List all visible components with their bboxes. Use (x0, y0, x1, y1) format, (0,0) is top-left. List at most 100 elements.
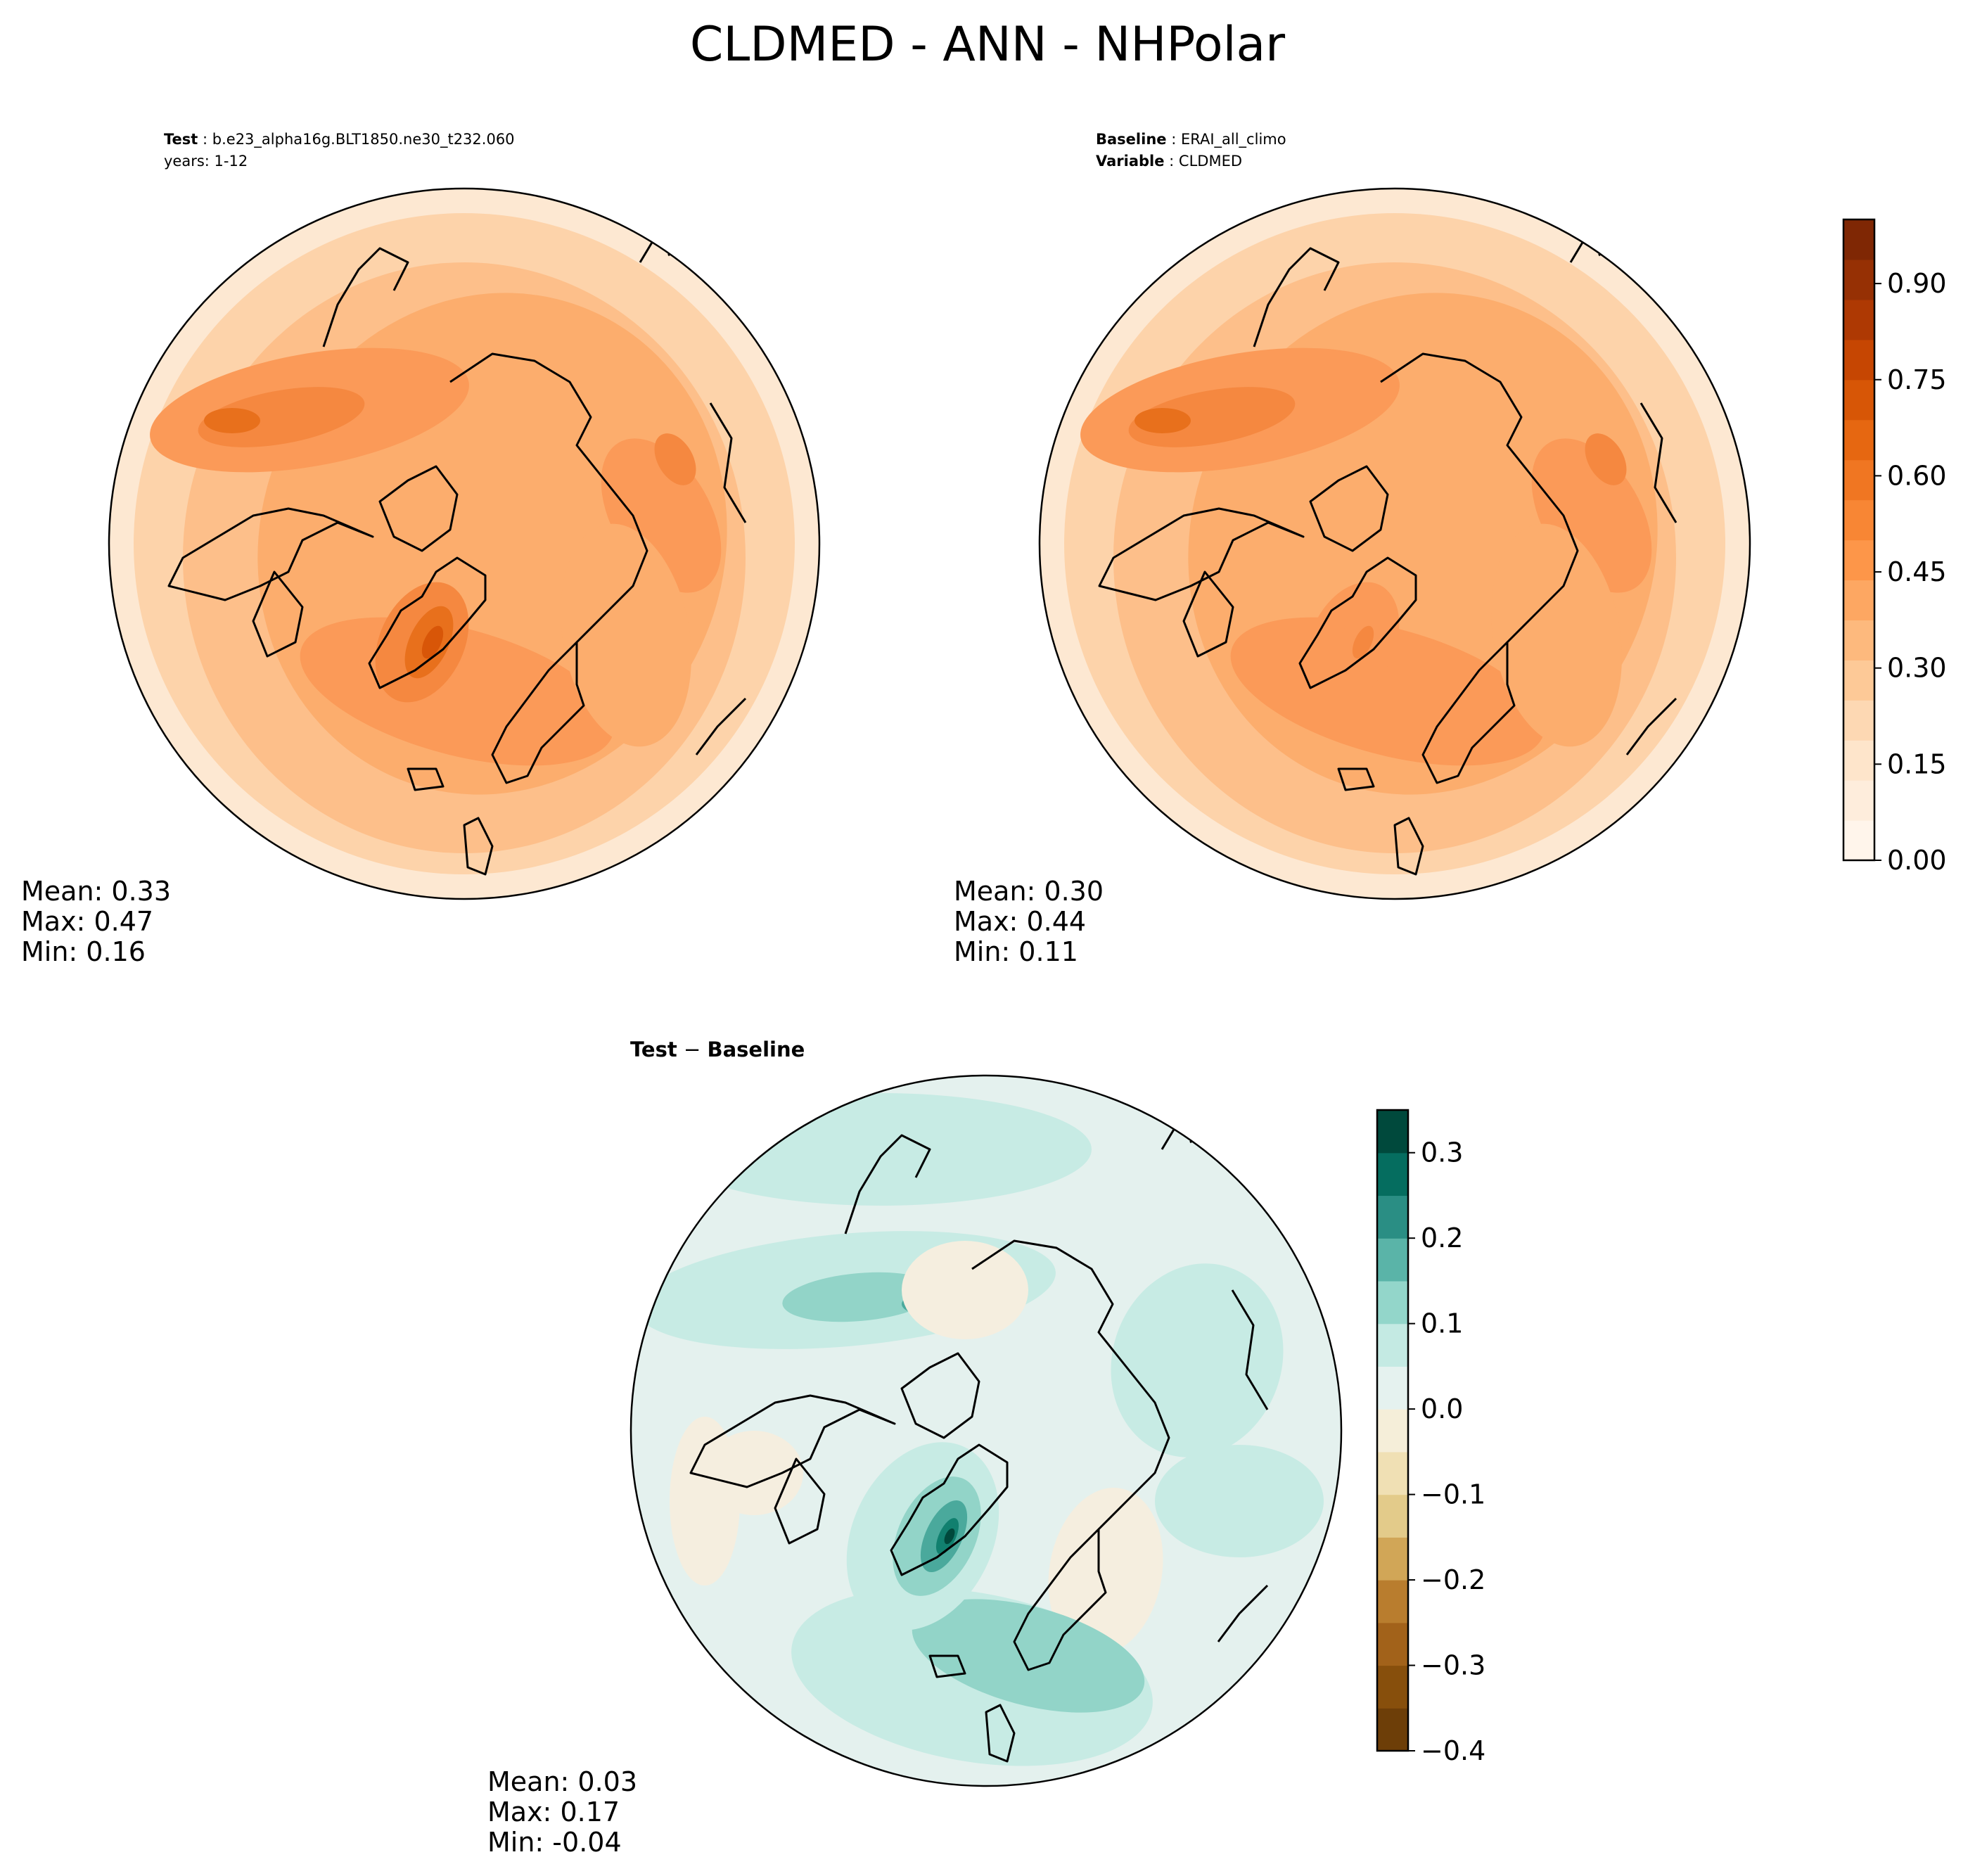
map-base-coastline (1393, 817, 1424, 876)
figure-title: CLDMED - ANN - NHPolar (690, 17, 1285, 72)
map-contour-region (1155, 1445, 1324, 1557)
map-contour-region (1111, 1263, 1284, 1457)
map-diff-coastline (844, 1134, 931, 1234)
main-colorbar-segment (1843, 459, 1874, 501)
test-min: Min: 0.16 (21, 936, 146, 967)
test-panel: Test : b.e23_alpha16g.BLT1850.ne30_t232.… (21, 131, 821, 967)
map-test-coastline (378, 465, 459, 552)
map-diff-coastline (890, 1443, 1009, 1576)
test-map-border (108, 187, 821, 900)
baseline-min: Min: 0.11 (954, 936, 1078, 967)
map-test-coastline (368, 556, 487, 689)
map-contour-region (912, 1599, 1145, 1713)
baseline-label-key: Baseline (1096, 131, 1167, 148)
map-contour-region (1134, 408, 1191, 433)
diff-colorbar-segment (1377, 1451, 1408, 1495)
map-test-coastline (695, 697, 747, 755)
main-colorbar-segment (1843, 700, 1874, 741)
baseline-label: Baseline : ERAI_all_climo (1096, 131, 1286, 148)
map-test-coastline (167, 507, 374, 601)
main-colorbar-segment (1843, 379, 1874, 421)
map-test-coastline (252, 570, 304, 658)
diff-colorbar-tick-label: 0.1 (1421, 1308, 1463, 1339)
main-colorbar-segment (1843, 780, 1874, 821)
map-base-coastline (1182, 570, 1234, 658)
main-colorbar-segment (1843, 419, 1874, 461)
map-base-coastline (1421, 641, 1516, 784)
baseline-variable: Variable : CLDMED (1096, 153, 1242, 170)
map-test-coastline (709, 402, 747, 523)
diff-max: Max: 0.17 (487, 1797, 620, 1827)
map-base-coastline (1253, 247, 1340, 347)
diff-colorbar-tick-label: −0.2 (1421, 1564, 1485, 1595)
map-contour-region (1352, 625, 1374, 659)
diff-title: Test − Baseline (630, 1038, 805, 1061)
baseline-panel: Baseline : ERAI_all_climo Variable : CLD… (954, 131, 1751, 967)
test-map (109, 189, 819, 899)
diff-colorbar-tick-label: −0.4 (1421, 1735, 1485, 1766)
map-base-coastline (1625, 697, 1677, 755)
diff-min: Min: -0.04 (487, 1827, 622, 1858)
map-contour-region (1048, 1488, 1163, 1655)
map-test-coastline (491, 641, 585, 784)
baseline-mean: Mean: 0.30 (954, 876, 1104, 907)
map-contour-region (1491, 523, 1622, 747)
diff-colorbar-segment (1377, 1323, 1408, 1367)
baseline-map (1040, 189, 1750, 899)
main-colorbar-tick-label: 0.60 (1887, 460, 1947, 491)
diff-title-b: Baseline (707, 1038, 805, 1061)
main-colorbar-segment (1843, 499, 1874, 541)
main-colorbar-segment (1843, 259, 1874, 300)
map-contour-region (902, 1241, 1028, 1339)
test-label-value: b.e23_alpha16g.BLT1850.ne30_t232.060 (212, 131, 515, 148)
main-colorbar-segment (1843, 660, 1874, 701)
map-contour-region (1585, 433, 1627, 485)
diff-colorbar-segment (1377, 1409, 1408, 1453)
main-colorbar-segment (1843, 620, 1874, 661)
diff-colorbar-tick-label: 0.2 (1421, 1223, 1463, 1253)
diff-colorbar-segment (1377, 1665, 1408, 1709)
main-colorbar-segment (1843, 540, 1874, 581)
main-colorbar-segment (1843, 740, 1874, 781)
map-base-coastline (1309, 465, 1389, 552)
baseline-max: Max: 0.44 (954, 906, 1086, 937)
map-diff-coastline (900, 1352, 980, 1439)
main-colorbar-segment (1843, 219, 1874, 260)
map-test-coastline (463, 817, 494, 876)
map-base-coastline (1098, 507, 1305, 601)
diff-colorbar-segment (1377, 1195, 1408, 1239)
main-colorbar-tick-label: 0.15 (1887, 748, 1947, 779)
map-diff-coastline (774, 1457, 826, 1545)
map-diff-coastline (1217, 1584, 1269, 1642)
map-base-coastline (1337, 767, 1375, 791)
map-contour-region (782, 1272, 937, 1322)
diff-colorbar-tick-label: 0.0 (1421, 1393, 1463, 1424)
main-colorbar-tick-label: 0.75 (1887, 364, 1947, 395)
diff-colorbar: −0.4 −0.3 −0.2 −0.1 0.0 0.1 0.2 0.3 (1376, 1109, 1485, 1766)
diff-colorbar-tick-label: −0.3 (1421, 1650, 1485, 1681)
map-base-coastline (1380, 352, 1579, 644)
test-label: Test : b.e23_alpha16g.BLT1850.ne30_t232.… (164, 131, 515, 148)
baseline-variable-value: CLDMED (1179, 153, 1242, 170)
diff-colorbar-segment (1377, 1494, 1408, 1538)
map-test-coastline (322, 247, 409, 347)
diff-title-a: Test (630, 1038, 677, 1061)
main-colorbar-segment (1843, 580, 1874, 620)
map-contour-region (670, 1417, 740, 1585)
test-mean: Mean: 0.33 (21, 876, 171, 907)
baseline-variable-key: Variable (1096, 153, 1164, 170)
diff-mean: Mean: 0.03 (487, 1766, 637, 1797)
map-diff-coastline (971, 1239, 1170, 1531)
main-colorbar-tick-label: 0.30 (1887, 653, 1947, 684)
baseline-label-value: ERAI_all_climo (1181, 131, 1286, 148)
map-diff-coastline (985, 1704, 1016, 1763)
map-test-coastline (449, 352, 648, 644)
diff-colorbar-segment (1377, 1366, 1408, 1410)
diff-colorbar-segment (1377, 1708, 1408, 1751)
map-diff-coastline (689, 1394, 896, 1488)
diff-map-border (629, 1074, 1343, 1787)
test-years: years: 1-12 (164, 153, 248, 170)
diff-colorbar-segment (1377, 1280, 1408, 1325)
map-contour-region (421, 625, 444, 659)
